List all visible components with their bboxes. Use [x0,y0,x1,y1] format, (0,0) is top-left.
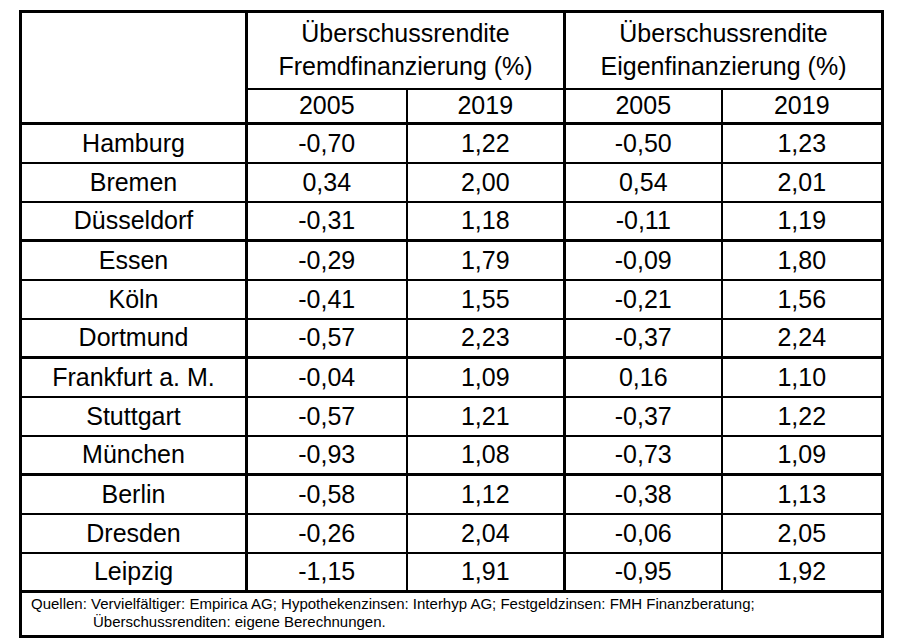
table-row: Dresden -0,26 2,04 -0,06 2,05 [21,514,883,553]
city-cell: Dortmund [21,319,247,358]
page: Überschussrendite Fremdfinanzierung (%) … [0,0,899,642]
value-cell: 1,23 [722,124,883,163]
value-cell: -0,09 [565,241,722,280]
value-cell: 1,92 [722,553,883,592]
value-cell: -0,95 [565,553,722,592]
value-cell: -0,58 [247,475,407,514]
value-cell: 1,80 [722,241,883,280]
table-row: Berlin -0,58 1,12 -0,38 1,13 [21,475,883,514]
value-cell: 1,09 [407,358,565,397]
value-cell: -0,93 [247,436,407,475]
city-cell: Düsseldorf [21,202,247,241]
value-cell: 1,21 [407,397,565,436]
value-cell: -0,11 [565,202,722,241]
value-cell: 1,09 [722,436,883,475]
table-row: Hamburg -0,70 1,22 -0,50 1,23 [21,124,883,163]
city-cell: Berlin [21,475,247,514]
city-cell: Leipzig [21,553,247,592]
value-cell: 2,00 [407,163,565,202]
table-row: Düsseldorf -0,31 1,18 -0,11 1,19 [21,202,883,241]
value-cell: 2,01 [722,163,883,202]
year-header: 2005 [247,89,407,124]
value-cell: -0,04 [247,358,407,397]
value-cell: -0,41 [247,280,407,319]
value-cell: 0,16 [565,358,722,397]
value-cell: 1,55 [407,280,565,319]
value-cell: 2,23 [407,319,565,358]
value-cell: 2,04 [407,514,565,553]
value-cell: -0,37 [565,397,722,436]
value-cell: -0,29 [247,241,407,280]
table-row: Frankfurt a. M. -0,04 1,09 0,16 1,10 [21,358,883,397]
value-cell: 1,19 [722,202,883,241]
city-cell: Köln [21,280,247,319]
value-cell: 0,34 [247,163,407,202]
source-note-line2: Überschussrenditen: eigene Berechnungen. [93,613,875,631]
year-header: 2019 [722,89,883,124]
table-row: Dortmund -0,57 2,23 -0,37 2,24 [21,319,883,358]
value-cell: 1,91 [407,553,565,592]
value-cell: 1,18 [407,202,565,241]
city-cell: Dresden [21,514,247,553]
year-header: 2005 [565,89,722,124]
value-cell: 1,13 [722,475,883,514]
col-group-title-line2: Fremdfinanzierung (%) [248,50,563,83]
city-cell: Bremen [21,163,247,202]
year-header: 2019 [407,89,565,124]
value-cell: -0,57 [247,397,407,436]
value-cell: -0,57 [247,319,407,358]
table-row: Essen -0,29 1,79 -0,09 1,80 [21,241,883,280]
col-group-eigenfinanzierung: Überschussrendite Eigenfinanzierung (%) [565,12,883,89]
col-group-fremdfinanzierung: Überschussrendite Fremdfinanzierung (%) [247,12,565,89]
value-cell: 1,10 [722,358,883,397]
value-cell: 1,79 [407,241,565,280]
table-row: Bremen 0,34 2,00 0,54 2,01 [21,163,883,202]
table-row: Leipzig -1,15 1,91 -0,95 1,92 [21,553,883,592]
corner-cell [21,12,247,124]
city-cell: Hamburg [21,124,247,163]
city-cell: Essen [21,241,247,280]
city-cell: München [21,436,247,475]
value-cell: -0,50 [565,124,722,163]
table-row: Köln -0,41 1,55 -0,21 1,56 [21,280,883,319]
value-cell: 2,05 [722,514,883,553]
city-cell: Frankfurt a. M. [21,358,247,397]
value-cell: -0,31 [247,202,407,241]
table-row: Stuttgart -0,57 1,21 -0,37 1,22 [21,397,883,436]
value-cell: 0,54 [565,163,722,202]
value-cell: -0,73 [565,436,722,475]
col-group-title-line2: Eigenfinanzierung (%) [566,50,881,83]
value-cell: -1,15 [247,553,407,592]
value-cell: 2,24 [722,319,883,358]
value-cell: -0,26 [247,514,407,553]
city-cell: Stuttgart [21,397,247,436]
value-cell: -0,70 [247,124,407,163]
value-cell: -0,38 [565,475,722,514]
value-cell: 1,22 [407,124,565,163]
value-cell: 1,56 [722,280,883,319]
header-group-row: Überschussrendite Fremdfinanzierung (%) … [21,12,883,89]
source-row: Quellen: Vervielfältiger: Empirica AG; H… [21,592,883,637]
source-note-line1: Quellen: Vervielfältiger: Empirica AG; H… [31,595,875,613]
value-cell: -0,06 [565,514,722,553]
col-group-title-line1: Überschussrendite [248,17,563,50]
table-row: München -0,93 1,08 -0,73 1,09 [21,436,883,475]
col-group-title-line1: Überschussrendite [566,17,881,50]
value-cell: -0,37 [565,319,722,358]
value-cell: -0,21 [565,280,722,319]
excess-return-table: Überschussrendite Fremdfinanzierung (%) … [19,10,884,638]
value-cell: 1,12 [407,475,565,514]
value-cell: 1,22 [722,397,883,436]
value-cell: 1,08 [407,436,565,475]
source-cell: Quellen: Vervielfältiger: Empirica AG; H… [21,592,883,637]
